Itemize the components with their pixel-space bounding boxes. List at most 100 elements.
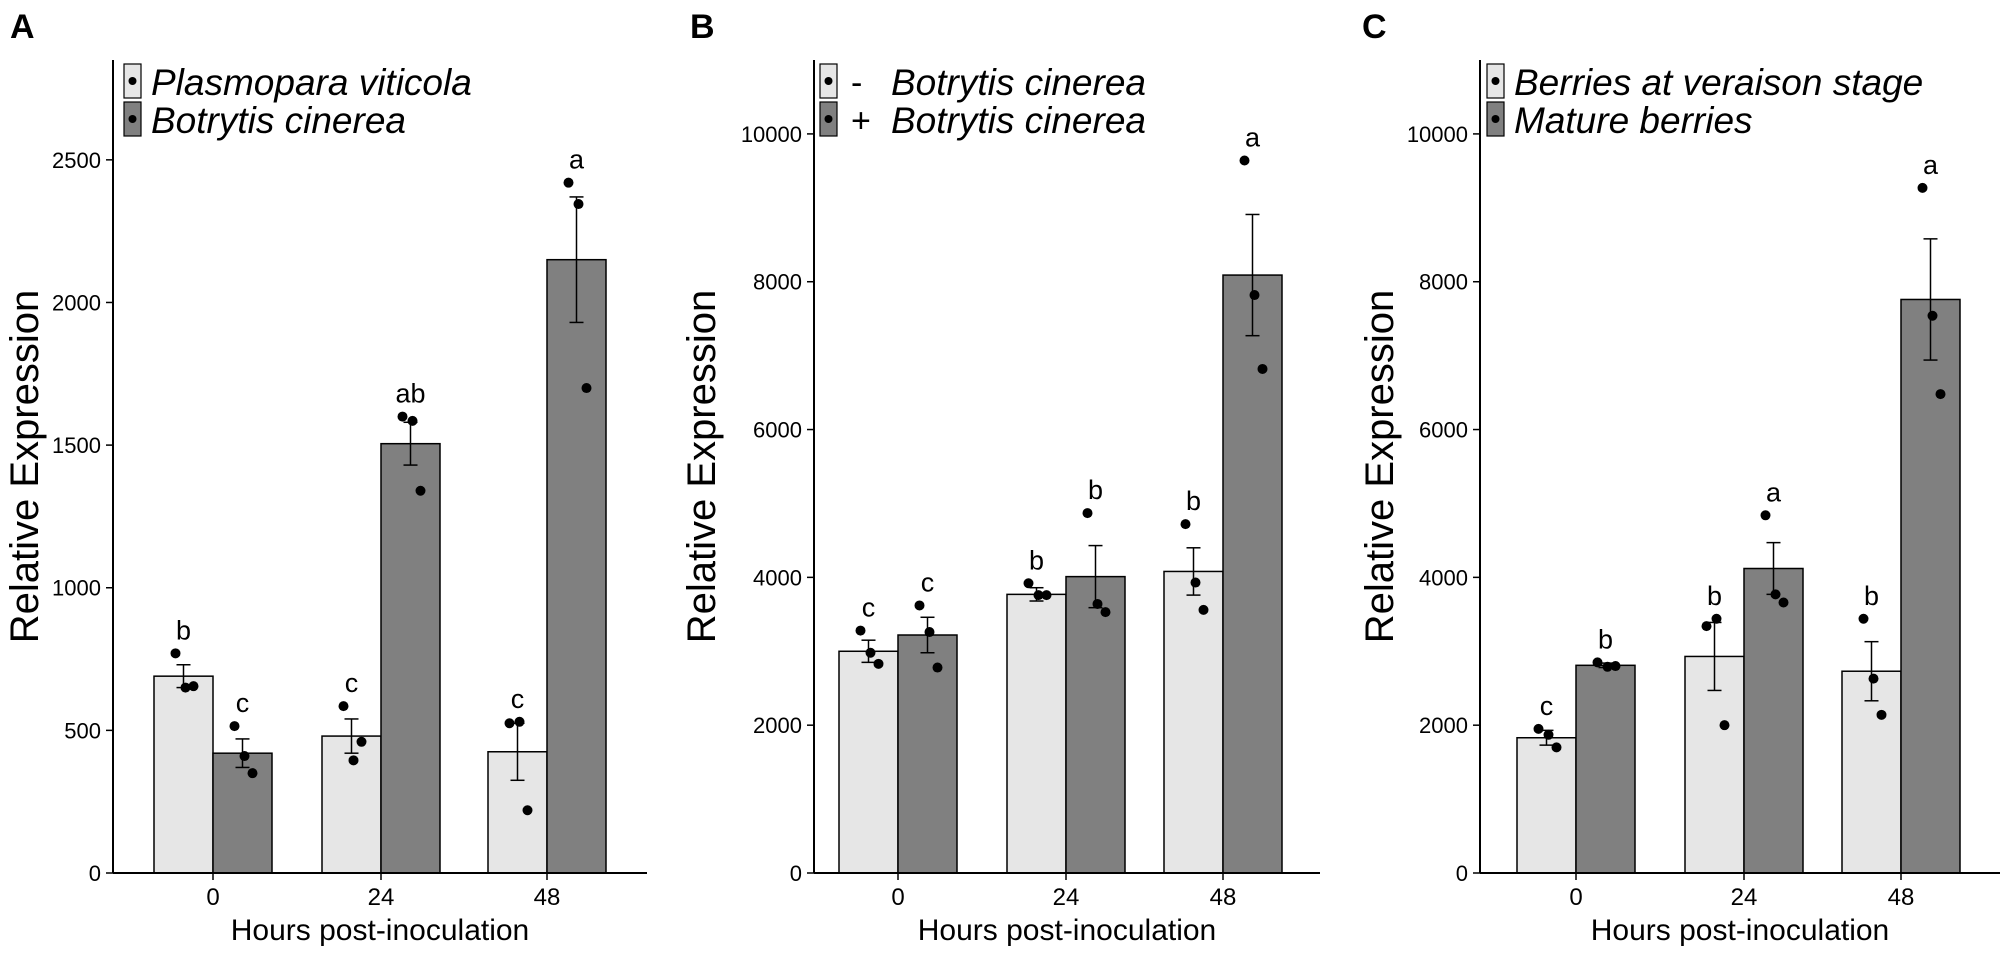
data-point (1198, 604, 1209, 615)
y-tick-label: 6000 (753, 418, 802, 443)
data-point (1100, 607, 1111, 618)
data-point (865, 647, 876, 658)
bar (380, 442, 441, 874)
data-point (348, 755, 359, 766)
bar (1065, 575, 1126, 874)
data-point (247, 768, 258, 779)
significance-label: b (1029, 545, 1044, 575)
legend-sign: + (851, 102, 871, 140)
legend-entry: - Botrytis cinerea (819, 62, 1146, 103)
data-point (1249, 290, 1260, 301)
significance-label: c (236, 688, 250, 718)
legend-label: Mature berries (1514, 100, 1753, 141)
legend-entry: Berries at veraison stage (1486, 62, 1923, 103)
data-point (1876, 709, 1887, 720)
x-tick-label: 24 (1053, 884, 1080, 911)
legend-label: Botrytis cinerea (151, 100, 406, 141)
y-tick-label: 4000 (753, 565, 802, 590)
bar (1575, 664, 1636, 874)
data-point (573, 199, 584, 210)
data-point (239, 751, 250, 762)
x-tick-label: 0 (891, 884, 904, 911)
panel-letter: B (690, 8, 715, 46)
data-point (522, 805, 533, 816)
y-tick-label: 2500 (52, 148, 101, 173)
legend-entry: Botrytis cinerea (123, 100, 406, 141)
data-point (1927, 310, 1938, 321)
data-point (1023, 578, 1034, 589)
legend-label: Botrytis cinerea (891, 62, 1146, 103)
bar (1222, 274, 1283, 874)
data-point (1858, 613, 1869, 624)
data-point (1533, 723, 1544, 734)
y-axis-title: Relative Expression (680, 290, 724, 644)
data-point (855, 625, 866, 636)
x-tick-label: 0 (1569, 884, 1582, 911)
data-point (1190, 577, 1201, 588)
significance-label: b (1088, 475, 1103, 505)
data-point (914, 600, 925, 611)
legend-label: Plasmopara viticola (151, 62, 472, 103)
data-point (873, 658, 884, 669)
y-tick-label: 8000 (753, 270, 802, 295)
legend-sign: - (851, 64, 862, 102)
data-point (407, 415, 418, 426)
y-tick-label: 8000 (1419, 270, 1468, 295)
legend-point (1491, 115, 1500, 123)
x-axis-title: Hours post-inoculation (231, 914, 530, 947)
significance-label: a (569, 145, 585, 175)
y-tick-label: 500 (64, 718, 101, 743)
data-point (415, 485, 426, 496)
data-point (932, 662, 943, 673)
legend-point (128, 115, 137, 123)
data-point (338, 701, 349, 712)
data-point (229, 721, 240, 732)
data-point (1917, 182, 1928, 193)
significance-label: b (1707, 581, 1722, 611)
x-axis-title: Hours post-inoculation (1591, 914, 1890, 947)
legend-label: Botrytis cinerea (891, 100, 1146, 141)
x-tick-label: 24 (368, 884, 395, 911)
data-point (170, 648, 181, 659)
data-point (180, 682, 191, 693)
legend-point (824, 77, 833, 85)
x-tick-label: 48 (1888, 884, 1915, 911)
y-tick-label: 2000 (52, 290, 101, 315)
significance-label: b (1598, 624, 1613, 654)
bar (1006, 593, 1067, 874)
significance-label: c (862, 593, 876, 623)
data-point (1701, 621, 1712, 632)
data-point (1092, 598, 1103, 609)
data-point (1543, 729, 1554, 740)
significance-label: ab (395, 379, 425, 409)
legend-point (824, 115, 833, 123)
legend-entry: Plasmopara viticola (123, 62, 472, 103)
legend-entry: + Botrytis cinerea (819, 100, 1146, 141)
data-point (1082, 508, 1093, 519)
data-point (188, 681, 199, 692)
bar (153, 675, 214, 874)
legend-entry: Mature berries (1486, 100, 1753, 141)
panel-c: Cc b b b a a 0 2000 4000 6000 8000 10000 0 24 48 Hours … (1358, 8, 2000, 947)
y-tick-label: 10000 (741, 122, 802, 147)
bar (1684, 655, 1745, 874)
legend-point (1491, 77, 1500, 85)
data-point (1180, 519, 1191, 530)
significance-label: a (1923, 150, 1939, 180)
significance-label: b (176, 615, 191, 645)
significance-label: b (1186, 486, 1201, 516)
data-point (581, 383, 592, 394)
y-tick-label: 4000 (1419, 565, 1468, 590)
data-point (1257, 363, 1268, 374)
significance-label: c (1540, 691, 1554, 721)
legend-point (128, 77, 137, 85)
y-tick-label: 0 (790, 861, 802, 886)
data-point (1760, 510, 1771, 521)
bar (212, 752, 273, 874)
bar (897, 634, 958, 874)
panel-letter: A (10, 8, 35, 46)
significance-label: c (921, 567, 935, 597)
data-point (1778, 597, 1789, 608)
y-tick-label: 6000 (1419, 418, 1468, 443)
